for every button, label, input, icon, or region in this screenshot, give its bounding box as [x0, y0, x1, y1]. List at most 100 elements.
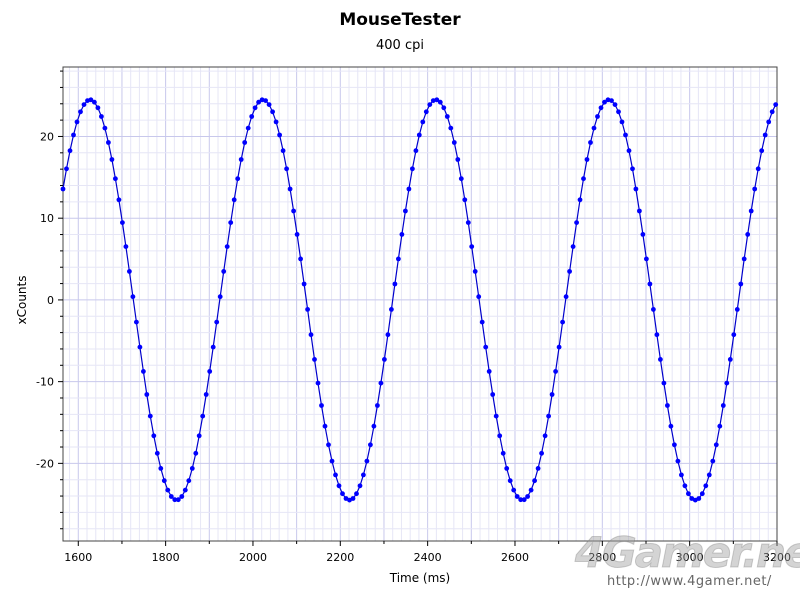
- data-point: [472, 269, 478, 274]
- data-point: [640, 232, 646, 237]
- data-point: [322, 423, 328, 429]
- data-point: [616, 109, 621, 115]
- data-point: [399, 232, 405, 237]
- data-point: [623, 132, 628, 138]
- data-point: [389, 307, 394, 312]
- data-point: [444, 114, 450, 119]
- data-point: [549, 392, 555, 397]
- data-point: [553, 369, 558, 374]
- data-point: [759, 148, 765, 154]
- data-point: [154, 450, 160, 456]
- data-point: [113, 176, 118, 182]
- data-point: [574, 220, 579, 226]
- data-point: [92, 99, 97, 105]
- data-point: [189, 466, 195, 471]
- data-point: [120, 220, 125, 226]
- data-point: [378, 380, 384, 386]
- data-point: [745, 232, 751, 237]
- data-point: [518, 497, 524, 503]
- data-point: [172, 497, 178, 503]
- data-point: [588, 140, 593, 145]
- data-point: [465, 220, 471, 226]
- data-point: [207, 369, 213, 374]
- data-point: [567, 269, 572, 274]
- data-point: [441, 105, 447, 111]
- data-point: [748, 208, 754, 214]
- data-point: [696, 496, 702, 501]
- data-point: [717, 423, 723, 429]
- data-point: [193, 450, 199, 456]
- data-point: [315, 380, 321, 386]
- y-tick-label: -20: [36, 457, 54, 470]
- data-point: [141, 369, 146, 374]
- data-point: [137, 344, 143, 350]
- data-point: [106, 140, 111, 145]
- data-point: [256, 99, 261, 105]
- data-point: [228, 220, 234, 226]
- data-point: [329, 458, 335, 464]
- data-point: [679, 472, 684, 478]
- data-point: [385, 332, 391, 338]
- data-point: [521, 497, 527, 503]
- data-point: [437, 99, 443, 105]
- data-point: [577, 197, 583, 203]
- data-point: [67, 148, 73, 154]
- watermark-logo: 4Gamer.net: [574, 528, 800, 578]
- data-point: [706, 472, 712, 478]
- data-point: [497, 433, 503, 439]
- data-point: [451, 140, 457, 145]
- x-tick-label: 2000: [239, 551, 267, 564]
- watermark-url: http://www.4gamer.net/: [607, 574, 772, 589]
- data-point: [371, 423, 377, 429]
- data-point: [179, 494, 185, 499]
- data-point: [727, 357, 733, 362]
- data-point: [612, 102, 618, 107]
- data-point: [500, 450, 506, 456]
- data-point: [123, 244, 129, 250]
- x-tick-label: 3000: [676, 551, 704, 564]
- data-point: [88, 97, 94, 103]
- data-point: [423, 109, 429, 115]
- data-point: [752, 186, 758, 192]
- data-point: [130, 294, 136, 300]
- data-point: [249, 114, 255, 119]
- data-point: [413, 148, 419, 154]
- data-point: [703, 483, 709, 489]
- data-point: [734, 307, 740, 312]
- data-point: [382, 357, 387, 362]
- data-point: [116, 197, 122, 203]
- x-tick-label: 2800: [588, 551, 616, 564]
- data-point: [598, 105, 604, 111]
- data-point: [214, 319, 220, 325]
- data-point: [665, 403, 670, 408]
- x-tick-label: 1600: [64, 551, 92, 564]
- data-point: [410, 166, 415, 172]
- data-point: [280, 148, 286, 154]
- data-point: [231, 197, 237, 203]
- data-point: [277, 132, 282, 138]
- data-point: [102, 125, 108, 131]
- data-point: [81, 102, 87, 107]
- data-point: [427, 102, 433, 107]
- data-point: [668, 423, 674, 429]
- data-point: [448, 125, 454, 131]
- data-point: [336, 483, 342, 489]
- data-point: [224, 244, 230, 250]
- data-point: [766, 119, 772, 125]
- data-point: [602, 99, 607, 105]
- data-point: [196, 433, 202, 439]
- data-point: [479, 319, 485, 325]
- data-point: [458, 176, 464, 182]
- data-point: [242, 140, 248, 145]
- data-point: [165, 487, 171, 493]
- data-point: [161, 478, 167, 484]
- data-point: [755, 166, 761, 172]
- chart-subtitle: 400 cpi: [376, 38, 424, 53]
- x-tick-label: 2200: [326, 551, 354, 564]
- data-point: [263, 98, 268, 103]
- data-point: [724, 380, 730, 386]
- data-point: [658, 357, 663, 362]
- data-point: [672, 442, 677, 448]
- data-point: [504, 466, 510, 471]
